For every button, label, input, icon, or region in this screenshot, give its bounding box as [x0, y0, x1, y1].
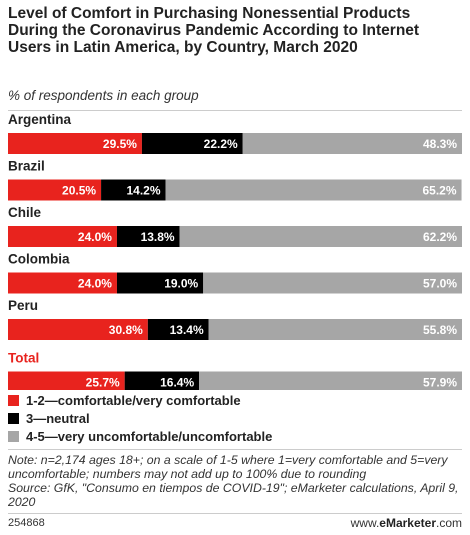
value-label-total-uncomfortable: 57.9% [423, 376, 457, 390]
chart-legend: 1-2—comfortable/very comfortable 3—neutr… [8, 391, 272, 445]
value-label-argentina-uncomfortable: 48.3% [423, 137, 457, 151]
legend-item-comfortable: 1-2—comfortable/very comfortable [8, 391, 272, 409]
legend-swatch-uncomfortable [8, 430, 19, 442]
note-divider [8, 449, 462, 450]
bar-brazil-comfortable [8, 179, 102, 201]
value-label-peru-uncomfortable: 55.8% [423, 323, 457, 337]
category-label-argentina: Argentina [8, 112, 71, 127]
value-label-brazil-uncomfortable: 65.2% [423, 184, 457, 198]
bar-colombia-uncomfortable [203, 272, 462, 294]
legend-item-uncomfortable: 4-5—very uncomfortable/uncomfortable [8, 427, 272, 445]
source-text: Source: GfK, "Consumo en tiempos de COVI… [8, 481, 459, 509]
bar-brazil-uncomfortable [165, 179, 462, 201]
legend-label-neutral: 3—neutral [26, 410, 90, 426]
value-label-chile-neutral: 13.8% [141, 230, 175, 244]
legend-label-uncomfortable: 4-5—very uncomfortable/uncomfortable [26, 428, 273, 444]
value-label-peru-neutral: 13.4% [170, 323, 204, 337]
bar-peru-uncomfortable [208, 319, 462, 340]
brand-name: eMarketer [379, 516, 436, 530]
bar-peru-comfortable [8, 319, 148, 340]
brand-prefix: www. [350, 516, 380, 530]
category-label-colombia: Colombia [8, 252, 70, 267]
value-label-colombia-uncomfortable: 57.0% [423, 277, 457, 291]
legend-swatch-neutral [8, 412, 19, 424]
value-label-brazil-neutral: 14.2% [127, 184, 161, 198]
brand-suffix: .com [435, 516, 462, 530]
bar-colombia-neutral [116, 272, 204, 294]
bar-chile-uncomfortable [179, 226, 462, 247]
chart-subtitle: % of respondents in each group [8, 88, 199, 103]
value-label-argentina-comfortable: 29.5% [103, 137, 137, 151]
value-label-colombia-comfortable: 24.0% [78, 277, 112, 291]
value-label-total-comfortable: 25.7% [86, 376, 120, 390]
bar-total-uncomfortable [199, 371, 462, 390]
value-label-chile-uncomfortable: 62.2% [423, 230, 457, 244]
note-text: Note: n=2,174 ages 18+; on a scale of 1-… [8, 453, 448, 481]
bar-argentina-comfortable [8, 133, 142, 154]
value-label-peru-comfortable: 30.8% [109, 323, 143, 337]
value-label-argentina-neutral: 22.2% [204, 137, 238, 151]
bar-chile-comfortable [8, 226, 117, 247]
bar-brazil-neutral [101, 179, 166, 201]
legend-item-neutral: 3—neutral [8, 409, 272, 427]
bar-chile-neutral [116, 226, 180, 247]
footnote: Note: n=2,174 ages 18+; on a scale of 1-… [8, 453, 464, 509]
value-label-total-neutral: 16.4% [160, 376, 194, 390]
chart-id: 254868 [8, 517, 45, 529]
bar-argentina-uncomfortable [242, 133, 462, 154]
value-label-colombia-neutral: 19.0% [164, 277, 198, 291]
stacked-bar-chart: Argentina 29.5% 22.2% 48.3% Brazil 20.5% 14.2%… [8, 112, 462, 390]
bar-total-comfortable [8, 371, 125, 390]
category-label-total: Total [8, 351, 39, 366]
bar-colombia-comfortable [8, 272, 117, 294]
value-label-brazil-comfortable: 20.5% [62, 184, 96, 198]
category-label-brazil: Brazil [8, 159, 45, 174]
brand-logo: www.eMarketer.com [351, 516, 462, 530]
legend-swatch-comfortable [8, 394, 19, 406]
footer-divider [8, 513, 462, 514]
category-label-chile: Chile [8, 205, 41, 220]
bar-total-neutral [124, 371, 200, 390]
bar-argentina-neutral [141, 133, 243, 154]
legend-label-comfortable: 1-2—comfortable/very comfortable [26, 392, 241, 408]
category-label-peru: Peru [8, 298, 38, 313]
value-label-chile-comfortable: 24.0% [78, 230, 112, 244]
bar-peru-neutral [147, 319, 209, 340]
chart-title: Level of Comfort in Purchasing Nonessent… [8, 5, 420, 56]
top-divider [8, 110, 462, 111]
